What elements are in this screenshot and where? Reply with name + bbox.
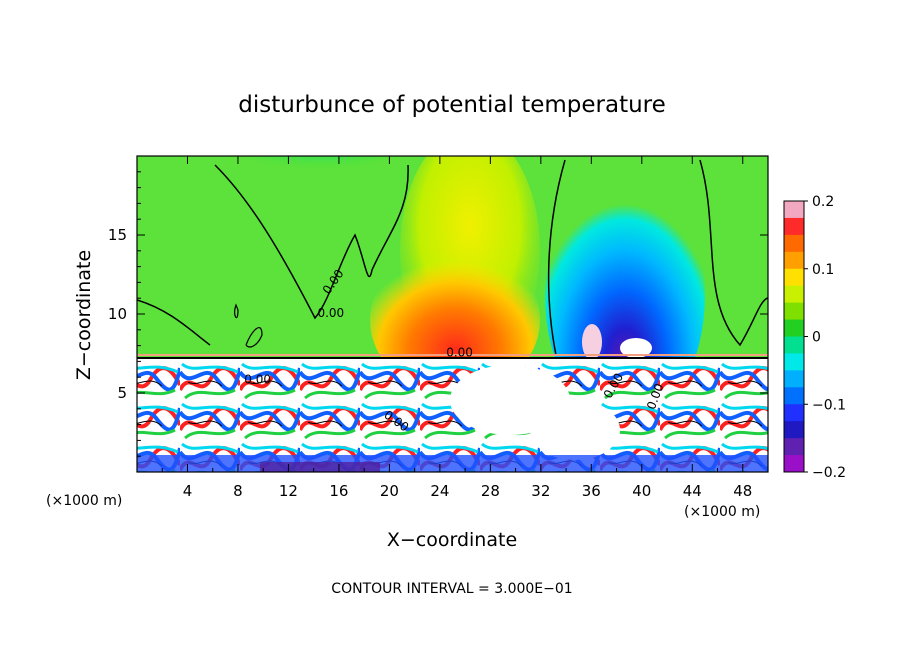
small-contour-loops [234, 303, 263, 348]
colorbar-swatch [784, 387, 804, 405]
x-tick-label: 32 [531, 482, 550, 500]
colorbar-swatch [784, 336, 804, 354]
cyan-top-region [210, 156, 430, 205]
plot-area: 0.000.000.000.000.00 0.000.00 [137, 156, 768, 472]
colorbar-tick-label: 0.2 [812, 194, 834, 210]
colorbar-swatch [784, 217, 804, 236]
colorbar-tick-label: 0.1 [812, 262, 834, 278]
x-tick-label: 16 [329, 482, 348, 500]
y-tick-label: 10 [108, 305, 127, 323]
colorbar-swatch [784, 319, 804, 337]
colorbar-tick-label: −0.2 [812, 465, 846, 481]
x-tick-label: 48 [733, 482, 752, 500]
y-tick-label: 15 [108, 226, 127, 244]
x-tick-label: 40 [632, 482, 651, 500]
zero-contour-right [547, 159, 768, 356]
y-axis-label: Z−coordinate [73, 250, 95, 380]
colorbar-swatch [784, 455, 804, 473]
colorbar-swatch [784, 353, 804, 371]
y-tick-label: 5 [117, 384, 127, 402]
x-tick-label: 8 [233, 482, 243, 500]
contour-label: 0.00 [317, 306, 344, 320]
colorbar-swatch [784, 285, 804, 304]
white-region-right [530, 400, 620, 460]
contour-interval-note: CONTOUR INTERVAL = 3.000E−01 [331, 581, 572, 597]
x-tick-label: 44 [683, 482, 702, 500]
colorbar [784, 201, 804, 473]
y-axis-ticks: 5 10 15 [108, 171, 768, 457]
colorbar-swatch [784, 201, 804, 219]
x-axis-label: X−coordinate [387, 529, 517, 551]
colorbar-swatch [784, 251, 804, 270]
colorbar-tick-label: 0 [812, 330, 821, 346]
x-tick-label: 28 [481, 482, 500, 500]
x-tick-label: 24 [430, 482, 449, 500]
white-bubble-1 [582, 324, 602, 360]
x-unit-left-label: (×1000 m) [46, 493, 122, 509]
x-tick-label: 4 [183, 482, 193, 500]
x-tick-label: 20 [380, 482, 399, 500]
x-tick-label: 12 [279, 482, 298, 500]
colorbar-ticks: 0.2 0.1 0 −0.1 −0.2 [804, 194, 846, 481]
colorbar-swatch [784, 421, 804, 439]
bottom-blue-band [137, 455, 768, 472]
colorbar-swatch [784, 370, 804, 388]
x-unit-right-label: (×1000 m) [684, 504, 760, 520]
bottom-purple-band [260, 462, 380, 472]
zero-contour-left [137, 164, 409, 346]
colorbar-swatch [784, 302, 804, 321]
chart-title: disturbunce of potential temperature [238, 92, 666, 118]
colorbar-tick-label: −0.1 [812, 397, 846, 413]
x-axis-ticks: 4 8 12 16 20 24 28 32 36 40 44 48 [161, 156, 752, 500]
colorbar-swatch [784, 268, 804, 287]
turbulent-layer [137, 358, 768, 472]
colorbar-swatch [784, 404, 804, 422]
colorbar-swatch [784, 234, 804, 253]
colorbar-swatch [784, 438, 804, 456]
contour-label: 0.00 [446, 346, 473, 360]
x-tick-label: 36 [582, 482, 601, 500]
contour-label: 0.00 [244, 373, 271, 387]
white-bubble-2 [620, 338, 652, 358]
